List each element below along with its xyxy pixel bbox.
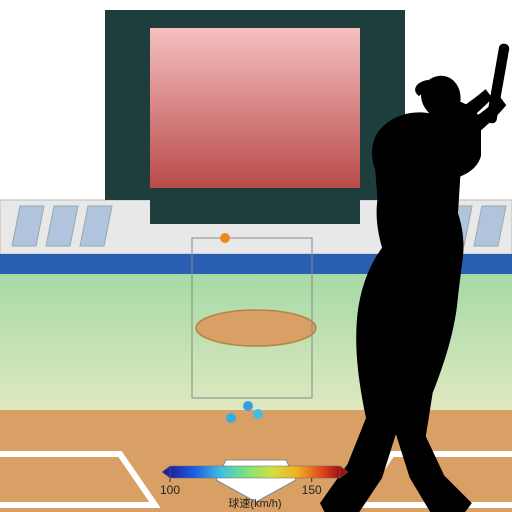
colorbar	[170, 466, 340, 478]
pitch-marker	[253, 409, 263, 419]
pitch-marker	[220, 233, 230, 243]
colorbar-tick-label: 150	[302, 483, 322, 497]
pitch-marker	[243, 401, 253, 411]
colorbar-tick-label: 100	[160, 483, 180, 497]
pitchers-mound	[196, 310, 316, 346]
pitch-marker	[226, 413, 236, 423]
colorbar-label: 球速(km/h)	[228, 496, 281, 510]
scoreboard-screen	[150, 28, 360, 188]
pitch-location-chart: 100 150 球速(km/h)	[0, 0, 512, 512]
scoreboard-base	[150, 200, 360, 224]
